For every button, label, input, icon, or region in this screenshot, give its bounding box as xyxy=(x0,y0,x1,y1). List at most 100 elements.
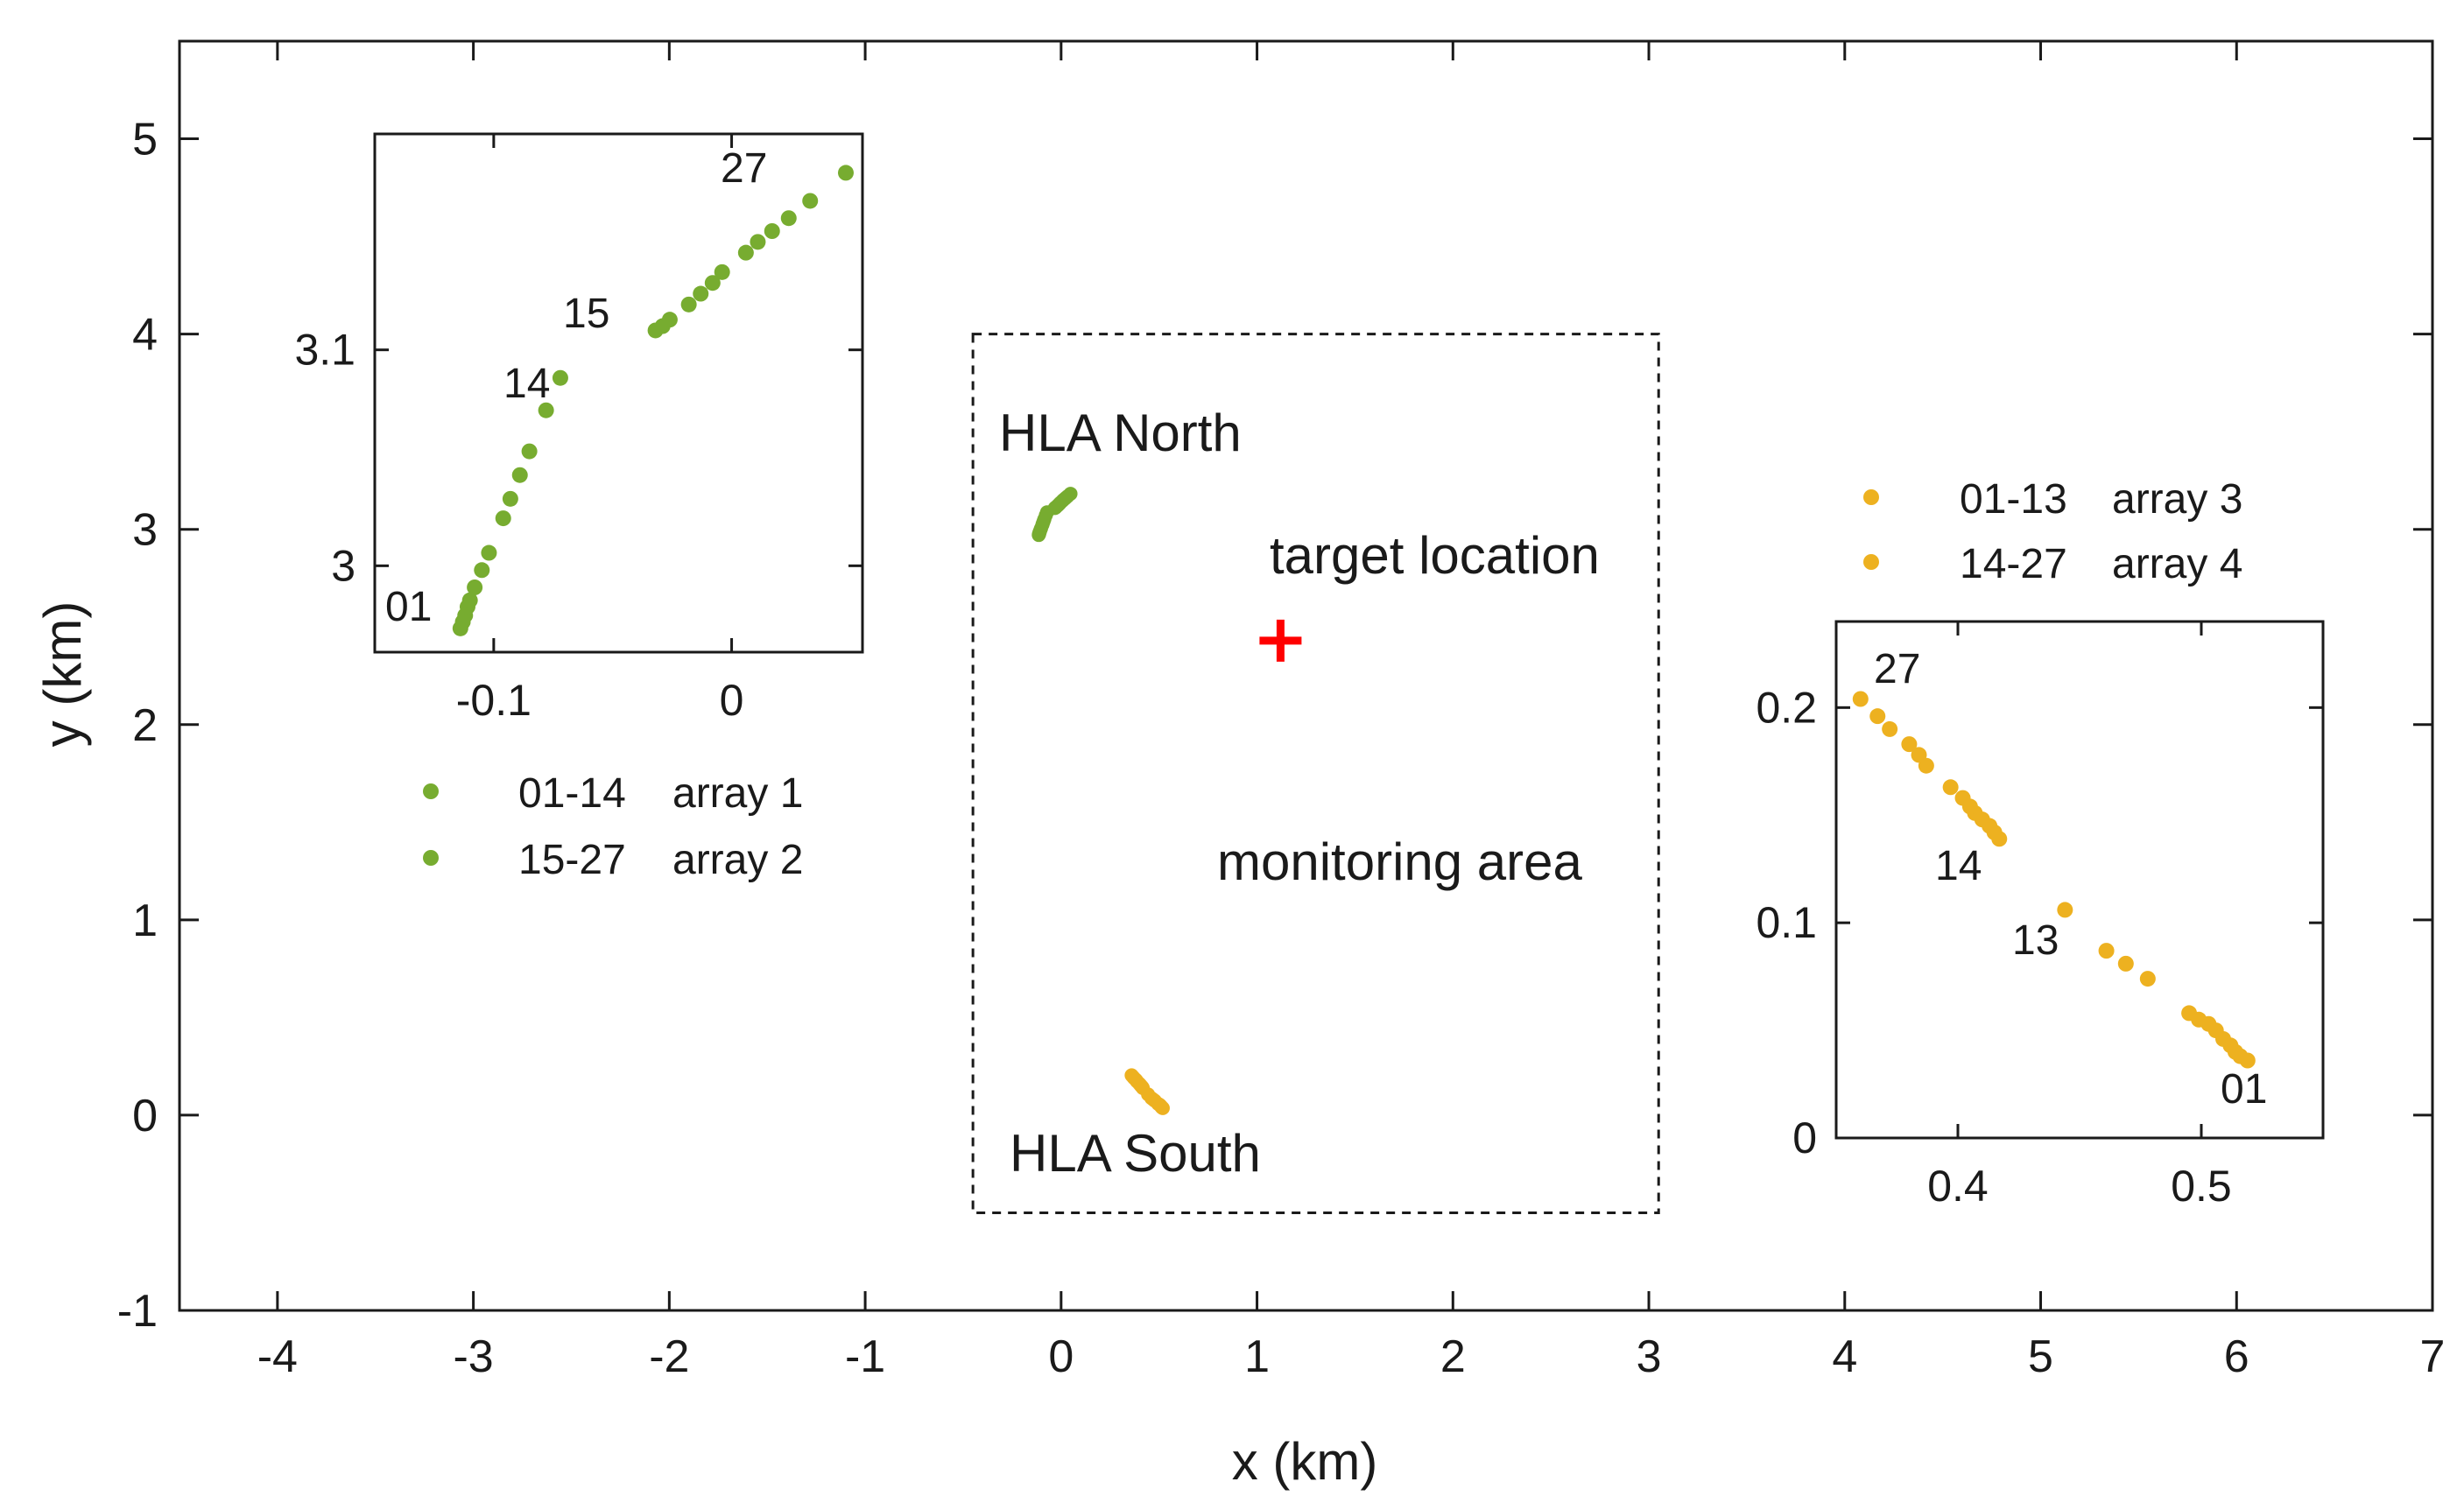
legend-array-3-range: 01-13 xyxy=(1960,476,2067,523)
inset-north: -0.1 0 3 3.1 01 14 15 27 xyxy=(294,132,864,725)
legend-array-1-label: array 1 xyxy=(672,770,803,817)
inset-south-label-13: 13 xyxy=(2012,917,2059,964)
inset-south-x-tick-label: 0.5 xyxy=(2171,1162,2232,1211)
legend-array-1-range: 01-14 xyxy=(518,770,626,817)
hla-point xyxy=(1124,1068,1139,1083)
inset-north-x-tick-label: -0.1 xyxy=(456,676,532,725)
main-points xyxy=(1031,487,1170,1115)
inset-south-point xyxy=(2117,955,2134,972)
x-tick-label: 2 xyxy=(1440,1331,1466,1382)
y-tick-label: -1 xyxy=(117,1286,158,1337)
inset-south-point xyxy=(2181,1005,2198,1022)
x-axis-label: x (km) xyxy=(1232,1432,1378,1491)
main-plot-frame xyxy=(178,39,2434,1312)
inset-south-frame xyxy=(1834,620,2325,1140)
inset-north-point xyxy=(714,263,730,280)
inset-south-y-tick-label: 0.2 xyxy=(1756,683,1817,732)
y-axis-label: y (km) xyxy=(33,601,92,748)
inset-north-point xyxy=(538,402,554,418)
x-tick-label: -4 xyxy=(257,1331,298,1382)
inset-north-point xyxy=(474,562,490,579)
inset-south-point xyxy=(2098,943,2115,959)
inset-south-point xyxy=(1954,790,1971,806)
y-tick-label: 2 xyxy=(132,700,158,751)
inset-north-point xyxy=(693,285,709,302)
inset-south-label-27: 27 xyxy=(1874,646,1920,692)
inset-south-point xyxy=(1901,736,1918,753)
legend-array-3-label: array 3 xyxy=(2112,476,2242,523)
inset-north-point xyxy=(495,510,511,527)
inset-north-points xyxy=(452,165,854,636)
inset-north-point xyxy=(704,275,721,291)
inset-south-points xyxy=(1852,691,2256,1069)
inset-south-point xyxy=(2139,971,2156,987)
inset-south-point xyxy=(2057,902,2073,918)
inset-north-frame xyxy=(373,132,864,654)
inset-south-y-tick-label: 0 xyxy=(1792,1113,1817,1162)
legend-green: 01-14 array 1 15-27 array 2 xyxy=(423,770,803,883)
inset-north-point xyxy=(802,193,819,209)
legend-array-4-range: 14-27 xyxy=(1960,541,2067,587)
inset-south-point xyxy=(1852,691,1869,707)
inset-north-point xyxy=(837,165,854,181)
annotation-monitoring-area: monitoring area xyxy=(1217,832,1583,891)
y-tick-label: 0 xyxy=(132,1091,158,1141)
inset-south-ticks: 0.4 0.5 0 0.1 0.2 xyxy=(1756,622,2323,1211)
x-tick-label: 1 xyxy=(1244,1331,1270,1382)
y-tick-label: 3 xyxy=(132,505,158,556)
legend-array-2-label: array 2 xyxy=(672,837,803,883)
inset-north-y-tick-label: 3 xyxy=(331,541,356,590)
legend-orange: 01-13 array 3 14-27 array 4 xyxy=(1863,476,2242,587)
inset-north-point xyxy=(737,244,754,261)
x-tick-label: -1 xyxy=(845,1331,885,1382)
inset-south-point xyxy=(1882,720,1898,737)
x-tick-label: 0 xyxy=(1048,1331,1074,1382)
inset-north-point xyxy=(521,443,538,460)
inset-north-label-27: 27 xyxy=(721,145,767,192)
inset-south-x-tick-label: 0.4 xyxy=(1927,1162,1989,1211)
inset-south: 0.4 0.5 0 0.1 0.2 27 14 13 01 xyxy=(1756,620,2325,1211)
annotation-hla-north: HLA North xyxy=(999,404,1242,462)
legend-array-3-marker xyxy=(1863,489,1879,505)
inset-north-label-15: 15 xyxy=(563,291,609,337)
y-tick-label: 5 xyxy=(132,115,158,165)
inset-north-y-tick-label: 3.1 xyxy=(294,326,356,375)
legend-array-2-range: 15-27 xyxy=(518,837,626,883)
x-tick-label: 5 xyxy=(2028,1331,2053,1382)
x-tick-label: 7 xyxy=(2420,1331,2446,1382)
x-tick-label: -3 xyxy=(453,1331,493,1382)
inset-south-point xyxy=(1911,747,1927,763)
inset-north-point xyxy=(467,579,483,595)
legend-array-4-marker xyxy=(1863,554,1879,570)
inset-north-label-14: 14 xyxy=(503,361,550,407)
y-tick-label: 1 xyxy=(132,895,158,946)
hla-point xyxy=(1063,487,1078,502)
y-tick-label: 4 xyxy=(132,310,158,361)
annotation-target-location: target location xyxy=(1270,526,1600,585)
inset-north-point xyxy=(481,544,497,561)
inset-north-point xyxy=(661,312,678,328)
inset-north-point xyxy=(511,467,528,483)
inset-north-point xyxy=(552,369,568,386)
inset-north-point xyxy=(780,210,797,227)
x-tick-label: -2 xyxy=(649,1331,689,1382)
x-tick-label: 4 xyxy=(1832,1331,1857,1382)
inset-south-y-tick-label: 0.1 xyxy=(1756,898,1817,947)
inset-south-label-01: 01 xyxy=(2221,1066,2267,1113)
legend-array-2-marker xyxy=(423,850,439,866)
inset-north-point xyxy=(680,296,697,313)
inset-north-ticks: -0.1 0 3 3.1 xyxy=(294,134,862,725)
inset-north-label-01: 01 xyxy=(385,584,432,630)
inset-north-point xyxy=(764,223,780,239)
inset-south-point xyxy=(1942,779,1959,796)
monitoring-area-box xyxy=(971,333,1660,1214)
inset-north-x-tick-label: 0 xyxy=(720,676,744,725)
inset-north-point xyxy=(502,490,518,507)
x-tick-label: 3 xyxy=(1637,1331,1662,1382)
inset-north-point xyxy=(461,592,478,608)
inset-north-point xyxy=(750,234,766,250)
